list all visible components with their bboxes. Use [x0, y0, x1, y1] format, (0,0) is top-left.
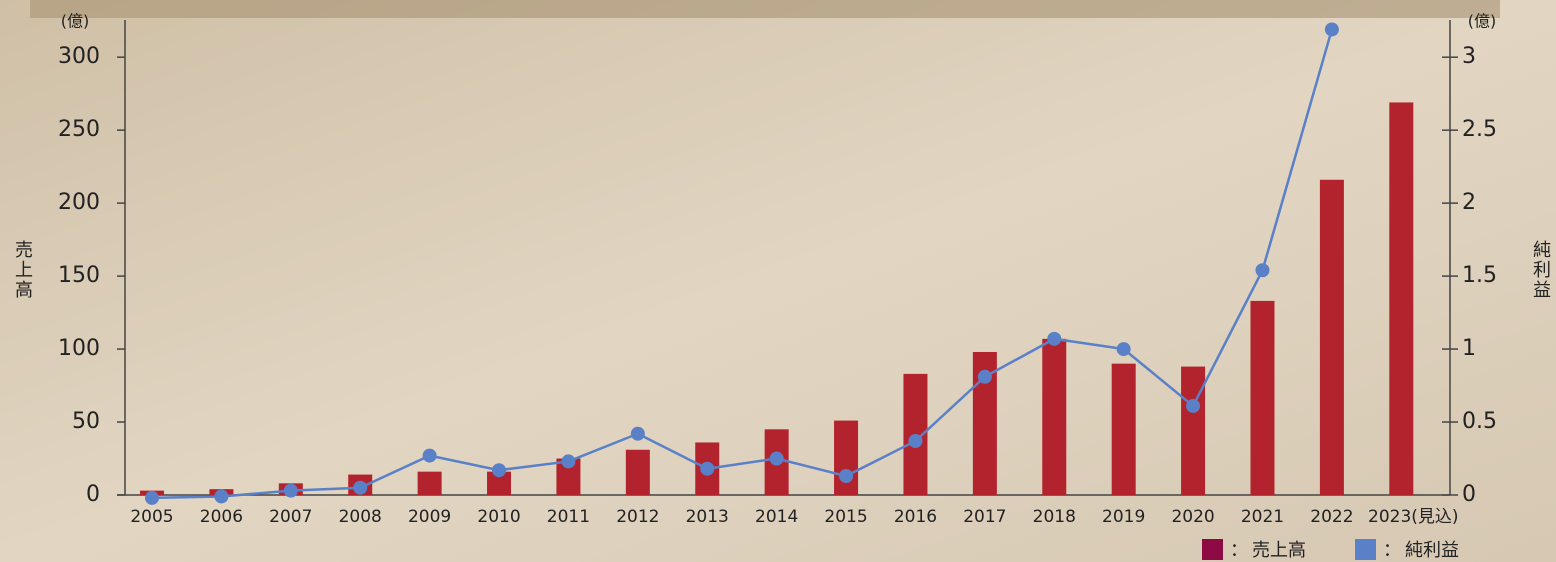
- x-tick-label: 2017: [963, 507, 1006, 527]
- legend-separator: ：: [1230, 540, 1248, 561]
- line-marker: [908, 434, 923, 449]
- legend-swatch: [1202, 539, 1223, 560]
- x-tick-label: 2019: [1102, 507, 1145, 527]
- line-marker: [1186, 398, 1201, 413]
- line-marker: [145, 490, 160, 505]
- line-marker: [700, 461, 715, 476]
- x-tick-label: 2006: [200, 507, 243, 527]
- y-tick-label: 150: [58, 263, 100, 288]
- x-tick-label: 2012: [616, 507, 659, 527]
- x-tick-label: 2009: [408, 507, 451, 527]
- y-tick-label: 250: [58, 117, 100, 142]
- line-marker: [977, 369, 992, 384]
- bar: [1250, 300, 1275, 495]
- x-tick-label: 2011: [547, 507, 590, 527]
- y2-tick-label: 3: [1462, 44, 1476, 69]
- x-tick-label: 2016: [894, 507, 937, 527]
- x-tick-label: 2022: [1310, 507, 1353, 527]
- y-tick-label: 100: [58, 336, 100, 361]
- line-marker: [1324, 22, 1339, 37]
- x-tick-label: 2014: [755, 507, 798, 527]
- bar: [487, 471, 512, 495]
- line-marker: [630, 426, 645, 441]
- legend-separator: ：: [1383, 540, 1401, 561]
- line: [151, 29, 1334, 500]
- line-marker: [769, 451, 784, 466]
- line-marker: [1255, 263, 1270, 278]
- y2-axis-label: 純利益: [1530, 240, 1551, 300]
- bar: [1111, 363, 1136, 495]
- x-tick-label: 2005: [130, 507, 173, 527]
- top-band: [30, 0, 1500, 18]
- bar: [1042, 338, 1067, 495]
- y-tick-label: 300: [58, 44, 100, 69]
- line-marker: [214, 489, 229, 504]
- y-axis-label: 売上高: [12, 240, 33, 300]
- legend-swatch: [1355, 539, 1376, 560]
- y2-tick-label: 0: [1462, 482, 1476, 507]
- y2-tick-label: 0.5: [1462, 409, 1497, 434]
- x-tick-label: 2007: [269, 507, 312, 527]
- x-tick-label: 2015: [824, 507, 867, 527]
- bar: [1181, 366, 1206, 495]
- x-tick-label: 2023(見込): [1368, 507, 1459, 527]
- x-tick-label: 2008: [339, 507, 382, 527]
- y-tick-label: 200: [58, 190, 100, 215]
- bar: [417, 471, 442, 495]
- y2-unit: (億): [1468, 12, 1497, 31]
- bar: [1389, 102, 1414, 495]
- x-tick-label: 2020: [1171, 507, 1214, 527]
- y-tick-label: 50: [72, 409, 100, 434]
- x-tick-label: 2010: [477, 507, 520, 527]
- x-tick-label: 2013: [686, 507, 729, 527]
- line-marker: [353, 480, 368, 495]
- bar: [834, 420, 859, 495]
- y-unit: (億): [61, 12, 90, 31]
- y2-tick-label: 1: [1462, 336, 1476, 361]
- line-marker: [422, 448, 437, 463]
- bar: [1319, 179, 1344, 495]
- y2-tick-label: 1.5: [1462, 263, 1497, 288]
- legend-label: 純利益: [1405, 540, 1459, 561]
- x-tick-label: 2021: [1241, 507, 1284, 527]
- line-marker: [1047, 331, 1062, 346]
- bar: [625, 449, 650, 495]
- y2-tick-label: 2.5: [1462, 117, 1497, 142]
- line-marker: [283, 483, 298, 498]
- legend-label: 売上高: [1252, 540, 1306, 561]
- line-marker: [839, 469, 854, 484]
- x-tick-label: 2018: [1033, 507, 1076, 527]
- line-marker: [561, 454, 576, 469]
- y2-tick-label: 2: [1462, 190, 1476, 215]
- line-marker: [492, 463, 507, 478]
- y-tick-label: 0: [86, 482, 100, 507]
- line-marker: [1116, 342, 1131, 357]
